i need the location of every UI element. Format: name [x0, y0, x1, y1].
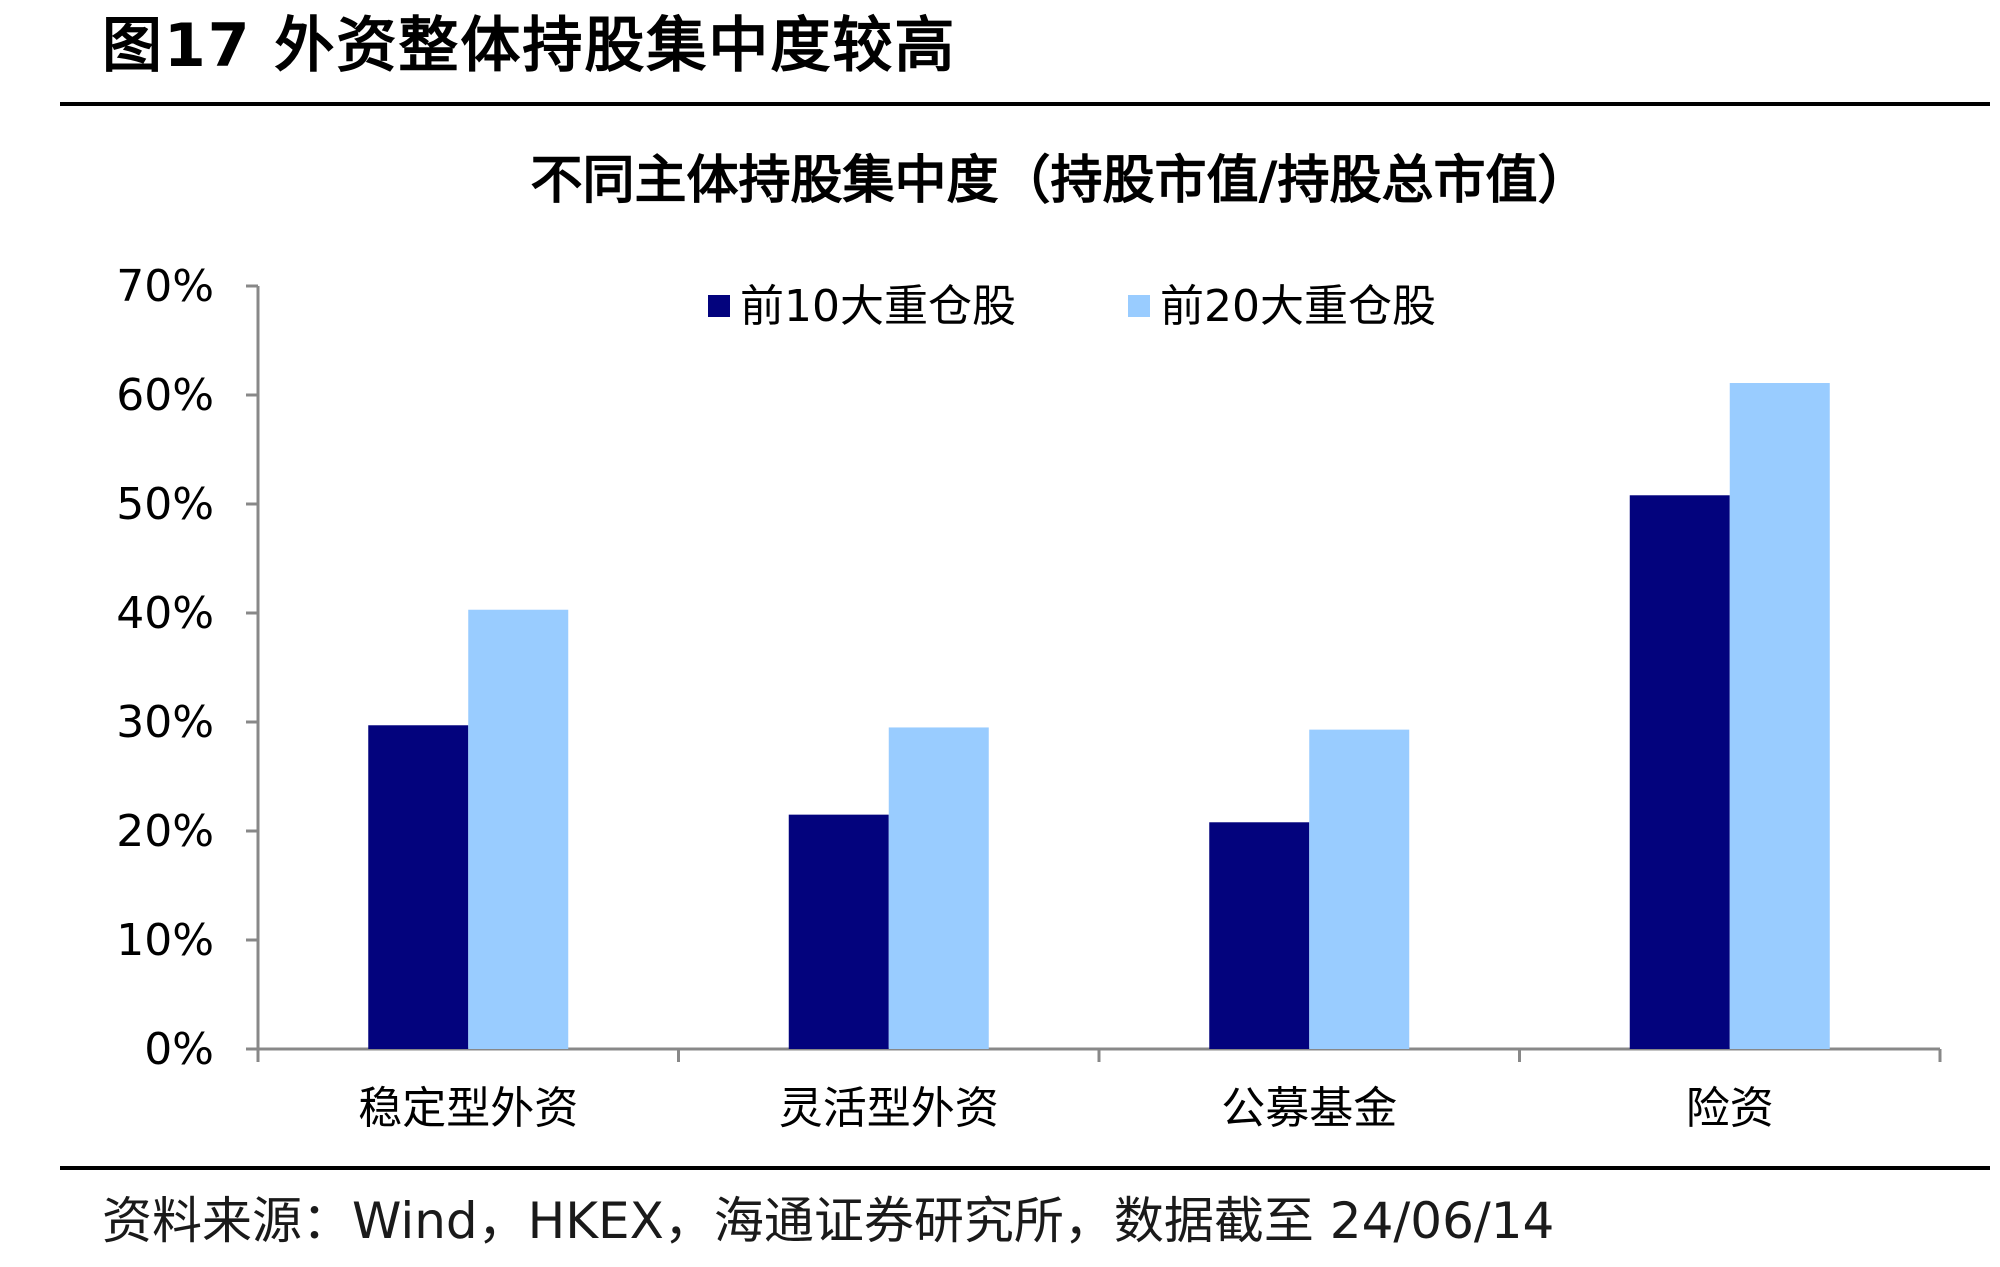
bar-chart: 不同主体持股集中度（持股市值/持股总市值） 前10大重仓股 前20大重仓股 0% 1… [116, 151, 1942, 1134]
y-tick-label: 40% [116, 588, 214, 639]
bar-1 [788, 814, 889, 1049]
bar-2 [1309, 729, 1410, 1049]
bar-1 [1209, 822, 1310, 1049]
source-note: 资料来源：Wind，HKEX，海通证券研究所，数据截至 24/06/14 [102, 1192, 1555, 1250]
figure-title: 图17 外资整体持股集中度较高 [102, 11, 957, 81]
x-axis: 稳定型外资 灵活型外资 公募基金 险资 [256, 1047, 1942, 1134]
top-divider [60, 102, 1990, 106]
bar-1 [368, 725, 469, 1049]
bar-2 [468, 609, 569, 1049]
legend-label: 前10大重仓股 [740, 281, 1016, 332]
x-category-label: 稳定型外资 [358, 1083, 578, 1134]
y-tick-label: 10% [116, 915, 214, 966]
bar-2 [888, 727, 989, 1049]
bars [368, 383, 1830, 1049]
y-tick-label: 60% [116, 370, 214, 421]
y-tick-label: 30% [116, 697, 214, 748]
y-tick-label: 70% [116, 261, 214, 312]
y-tick-label: 20% [116, 806, 214, 857]
bar-2 [1729, 383, 1830, 1049]
bar-1 [1629, 495, 1730, 1049]
chart-title: 不同主体持股集中度（持股市值/持股总市值） [531, 151, 1590, 211]
x-category-label: 公募基金 [1221, 1083, 1397, 1134]
legend-swatch [708, 295, 730, 317]
bottom-divider [60, 1166, 1990, 1170]
x-category-label: 险资 [1686, 1083, 1774, 1134]
y-axis: 0% 10% 20% 30% 40% 50% 60% 70% [116, 261, 260, 1075]
x-category-label: 灵活型外资 [779, 1083, 999, 1134]
legend-swatch [1128, 295, 1150, 317]
y-tick-label: 50% [116, 479, 214, 530]
legend: 前10大重仓股 前20大重仓股 [708, 281, 1436, 332]
y-tick-label: 0% [144, 1024, 214, 1075]
legend-label: 前20大重仓股 [1160, 281, 1436, 332]
